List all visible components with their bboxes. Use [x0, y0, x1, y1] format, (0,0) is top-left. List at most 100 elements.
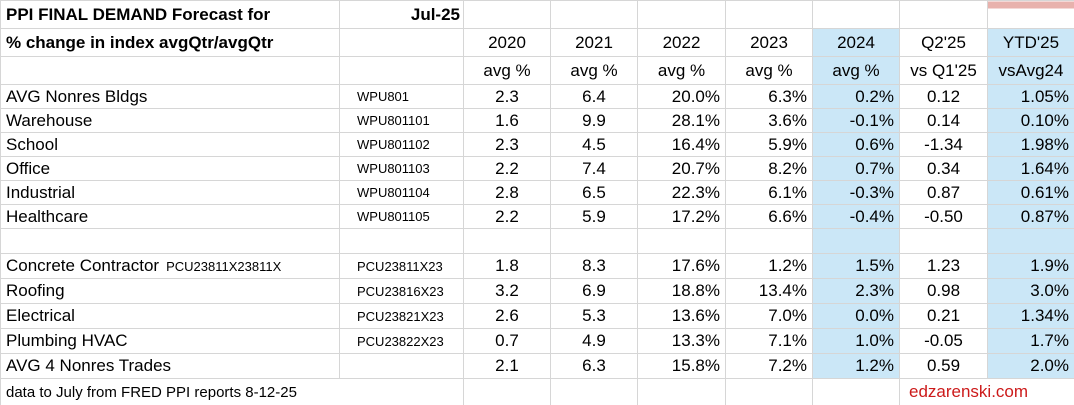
cell-value[interactable]: 6.9: [550, 278, 638, 304]
row-label-cell[interactable]: Roofing: [0, 278, 340, 304]
row-label-cell[interactable]: School: [0, 132, 340, 157]
cell-value[interactable]: 13.3%: [637, 328, 726, 354]
cell-value[interactable]: 2.3%: [812, 278, 900, 304]
cell-value[interactable]: 1.98%: [987, 132, 1074, 157]
cell-value[interactable]: [463, 228, 551, 254]
ppi-code-cell[interactable]: [339, 228, 464, 254]
cell-value[interactable]: 6.1%: [725, 180, 813, 205]
year-header-cell[interactable]: 2021: [550, 28, 638, 57]
cell-value[interactable]: 2.2: [463, 204, 551, 229]
cell-value[interactable]: -0.1%: [812, 108, 900, 133]
cell-value[interactable]: 5.3: [550, 303, 638, 329]
cell-value[interactable]: 1.05%: [987, 84, 1074, 109]
cell-value[interactable]: [637, 228, 726, 254]
cell-value[interactable]: 0.0%: [812, 303, 900, 329]
cell-value[interactable]: 4.5: [550, 132, 638, 157]
cell-value[interactable]: [550, 228, 638, 254]
year-header-cell[interactable]: 2023: [725, 28, 813, 57]
cell-value[interactable]: 13.4%: [725, 278, 813, 304]
ppi-code-cell[interactable]: WPU801103: [339, 156, 464, 181]
cell-value[interactable]: 0.2%: [812, 84, 900, 109]
row-label-cell[interactable]: [0, 228, 340, 254]
cell-value[interactable]: 6.4: [550, 84, 638, 109]
cell-value[interactable]: 0.98: [899, 278, 988, 304]
credit-cell[interactable]: edzarenski.com: [899, 378, 1074, 405]
empty-cell[interactable]: [550, 378, 638, 405]
ppi-code-cell[interactable]: PCU23822X23: [339, 328, 464, 354]
cell-value[interactable]: 20.7%: [637, 156, 726, 181]
row-label-cell[interactable]: Warehouse: [0, 108, 340, 133]
cell-value[interactable]: 1.9%: [987, 253, 1074, 279]
subheader-cell[interactable]: vs Q1'25: [899, 56, 988, 85]
empty-cell[interactable]: [637, 378, 726, 405]
cell-value[interactable]: [899, 228, 988, 254]
report-title-cell[interactable]: PPI FINAL DEMAND Forecast for: [0, 0, 340, 29]
cell-value[interactable]: 0.7%: [812, 156, 900, 181]
cell-value[interactable]: 2.2: [463, 156, 551, 181]
cell-value[interactable]: 5.9%: [725, 132, 813, 157]
row-label-cell[interactable]: Healthcare: [0, 204, 340, 229]
ppi-code-cell[interactable]: WPU801105: [339, 204, 464, 229]
cell-value[interactable]: 0.87%: [987, 204, 1074, 229]
cell-value[interactable]: -0.3%: [812, 180, 900, 205]
cell-value[interactable]: 15.8%: [637, 353, 726, 379]
cell-value[interactable]: 7.1%: [725, 328, 813, 354]
cell-value[interactable]: -0.4%: [812, 204, 900, 229]
cell-value[interactable]: 22.3%: [637, 180, 726, 205]
cell-value[interactable]: 6.5: [550, 180, 638, 205]
cell-value[interactable]: 17.6%: [637, 253, 726, 279]
cell-value[interactable]: 5.9: [550, 204, 638, 229]
report-subtitle-cell[interactable]: % change in index avgQtr/avgQtr: [0, 28, 340, 57]
ppi-code-cell[interactable]: PCU23821X23: [339, 303, 464, 329]
cell-value[interactable]: 1.5%: [812, 253, 900, 279]
cell-value[interactable]: 2.3: [463, 84, 551, 109]
cell-value[interactable]: 1.23: [899, 253, 988, 279]
cell-value[interactable]: 1.2%: [725, 253, 813, 279]
cell-value[interactable]: 0.34: [899, 156, 988, 181]
cell-value[interactable]: 17.2%: [637, 204, 726, 229]
year-header-cell[interactable]: YTD'25: [987, 28, 1074, 57]
ppi-code-cell[interactable]: WPU801102: [339, 132, 464, 157]
cell-value[interactable]: 13.6%: [637, 303, 726, 329]
cell-value[interactable]: 3.0%: [987, 278, 1074, 304]
year-header-cell[interactable]: 2024: [812, 28, 900, 57]
cell-value[interactable]: 1.2%: [812, 353, 900, 379]
subheader-cell[interactable]: avg %: [550, 56, 638, 85]
empty-cell[interactable]: [637, 0, 726, 29]
cell-value[interactable]: 0.6%: [812, 132, 900, 157]
cell-value[interactable]: [812, 228, 900, 254]
empty-cell[interactable]: [0, 56, 340, 85]
subheader-cell[interactable]: vsAvg24: [987, 56, 1074, 85]
row-label-cell[interactable]: AVG Nonres Bldgs: [0, 84, 340, 109]
subheader-cell[interactable]: avg %: [463, 56, 551, 85]
row-label-cell[interactable]: Plumbing HVAC: [0, 328, 340, 354]
empty-cell[interactable]: [463, 378, 551, 405]
cell-value[interactable]: 28.1%: [637, 108, 726, 133]
footer-note-cell[interactable]: data to July from FRED PPI reports 8-12-…: [0, 378, 464, 405]
ppi-code-cell[interactable]: [339, 353, 464, 379]
cell-value[interactable]: 1.8: [463, 253, 551, 279]
cell-value[interactable]: 6.6%: [725, 204, 813, 229]
empty-cell[interactable]: [339, 28, 464, 57]
subheader-cell[interactable]: avg %: [637, 56, 726, 85]
year-header-cell[interactable]: 2020: [463, 28, 551, 57]
row-label-cell[interactable]: Office: [0, 156, 340, 181]
cell-value[interactable]: 0.7: [463, 328, 551, 354]
ppi-code-cell[interactable]: WPU801104: [339, 180, 464, 205]
cell-value[interactable]: 3.2: [463, 278, 551, 304]
ppi-code-cell[interactable]: PCU23811X23: [339, 253, 464, 279]
row-label-cell[interactable]: Electrical: [0, 303, 340, 329]
cell-value[interactable]: 0.61%: [987, 180, 1074, 205]
cell-value[interactable]: 7.0%: [725, 303, 813, 329]
cell-value[interactable]: 8.3: [550, 253, 638, 279]
cell-value[interactable]: -1.34: [899, 132, 988, 157]
empty-cell[interactable]: [725, 0, 813, 29]
row-label-cell[interactable]: Industrial: [0, 180, 340, 205]
empty-cell[interactable]: [463, 0, 551, 29]
subheader-cell[interactable]: avg %: [812, 56, 900, 85]
ppi-code-cell[interactable]: WPU801: [339, 84, 464, 109]
cell-value[interactable]: -0.05: [899, 328, 988, 354]
subheader-cell[interactable]: avg %: [725, 56, 813, 85]
cell-value[interactable]: 1.0%: [812, 328, 900, 354]
report-date-cell[interactable]: Jul-25: [339, 0, 464, 29]
